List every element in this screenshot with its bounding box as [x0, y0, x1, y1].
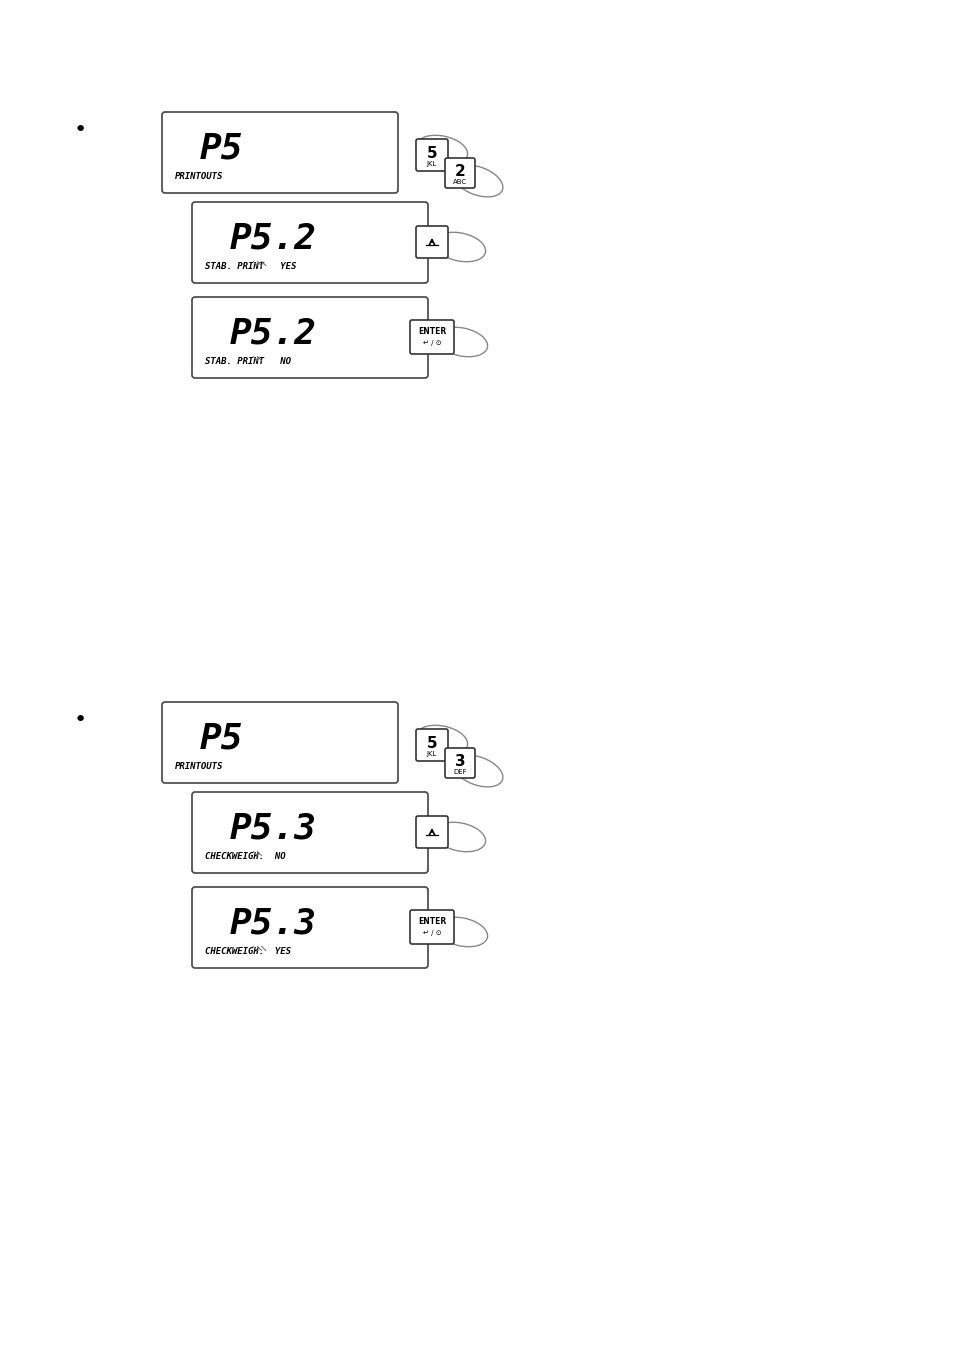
Text: ENTER: ENTER: [417, 328, 446, 336]
Text: P5.3: P5.3: [230, 906, 316, 940]
Text: CHECKWEIGH.  YES: CHECKWEIGH. YES: [205, 947, 291, 957]
Text: JKL: JKL: [426, 161, 436, 167]
FancyBboxPatch shape: [192, 793, 428, 873]
FancyBboxPatch shape: [162, 112, 397, 192]
Text: PRINTOUTS: PRINTOUTS: [174, 762, 223, 771]
Text: P5: P5: [199, 131, 243, 165]
FancyBboxPatch shape: [444, 159, 475, 188]
FancyBboxPatch shape: [416, 140, 448, 171]
Text: STAB. PRINT   NO: STAB. PRINT NO: [205, 356, 291, 366]
Text: JKL: JKL: [426, 751, 436, 757]
Text: P5.3: P5.3: [230, 812, 316, 846]
FancyBboxPatch shape: [444, 748, 475, 778]
FancyBboxPatch shape: [416, 816, 448, 848]
Text: P5: P5: [199, 722, 243, 756]
Text: •: •: [73, 710, 87, 730]
FancyBboxPatch shape: [192, 888, 428, 967]
Text: CHECKWEIGH.  NO: CHECKWEIGH. NO: [205, 852, 285, 860]
FancyBboxPatch shape: [192, 202, 428, 283]
Text: 5: 5: [426, 736, 436, 751]
FancyBboxPatch shape: [416, 226, 448, 257]
Text: ↵ / ⊙: ↵ / ⊙: [422, 930, 441, 936]
FancyBboxPatch shape: [410, 911, 454, 944]
Text: 3: 3: [455, 753, 465, 768]
Text: 5: 5: [426, 145, 436, 160]
Text: ABC: ABC: [453, 179, 467, 186]
FancyBboxPatch shape: [416, 729, 448, 762]
Text: P5.2: P5.2: [230, 222, 316, 256]
FancyBboxPatch shape: [192, 297, 428, 378]
Text: ENTER: ENTER: [417, 917, 446, 927]
FancyBboxPatch shape: [162, 702, 397, 783]
Text: ↵ / ⊙: ↵ / ⊙: [422, 340, 441, 346]
FancyBboxPatch shape: [410, 320, 454, 354]
Text: DEF: DEF: [453, 770, 466, 775]
Text: PRINTOUTS: PRINTOUTS: [174, 172, 223, 182]
Text: •: •: [73, 121, 87, 140]
Text: P5.2: P5.2: [230, 317, 316, 351]
Text: 2: 2: [455, 164, 465, 179]
Text: STAB. PRINT   YES: STAB. PRINT YES: [205, 262, 296, 271]
